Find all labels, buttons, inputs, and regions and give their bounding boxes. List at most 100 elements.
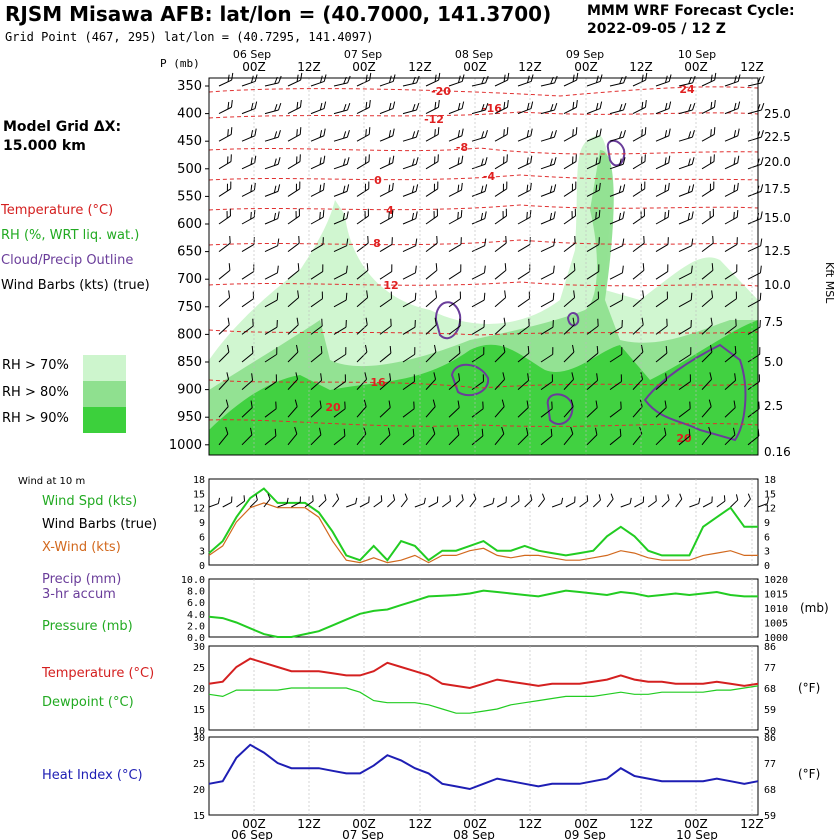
rh-legend-90: RH > 90% <box>2 411 69 426</box>
temperature-label: -8 <box>456 141 468 154</box>
wind-barb-feather <box>345 292 348 301</box>
wind-barb <box>724 318 737 335</box>
wind-barb-staff <box>333 82 348 87</box>
label-temperature: Temperature (°C) <box>42 666 155 681</box>
wind-barb-feather <box>277 211 280 219</box>
wind-barb <box>471 157 488 170</box>
wind-barb-staff <box>425 351 437 363</box>
wind-barb-feather <box>365 101 368 110</box>
wind-barb-10m <box>743 493 751 508</box>
wind-barb-feather <box>712 208 714 216</box>
wind-barb <box>747 211 763 225</box>
wind-barb-feather <box>367 208 369 216</box>
wind-barb-feather <box>251 345 254 354</box>
wind-barb-staff <box>494 133 508 142</box>
wind-barb <box>425 426 436 446</box>
wind-barb-staff <box>471 408 484 418</box>
wind-barb-staff <box>655 216 669 225</box>
wind-barb-staff <box>236 500 245 508</box>
wind-barb-feather <box>571 183 573 191</box>
wind-barb <box>425 181 439 197</box>
height-tick-label: 2.5 <box>764 399 783 413</box>
wind-barb-staff <box>609 190 624 197</box>
wind-barb-feather <box>231 72 234 81</box>
wind-barb-feather <box>570 399 574 407</box>
wind-barb <box>586 209 601 225</box>
wind-barb-feather <box>277 238 280 246</box>
wind-barb <box>425 372 437 390</box>
wind-barb-staff <box>632 242 645 252</box>
wind-barb-staff <box>287 79 301 87</box>
wind-barb-feather <box>529 209 532 218</box>
wind-barb <box>540 184 557 197</box>
wind-barb-feather <box>227 129 229 137</box>
wind-barb-10m <box>387 494 396 508</box>
wind-barb <box>333 102 351 115</box>
panel-left-tick: 20 <box>193 785 205 796</box>
wind-barb-feather <box>460 182 463 191</box>
wind-barb <box>586 318 599 335</box>
wind-barb-feather <box>391 182 394 191</box>
wind-barb-feather <box>459 318 461 327</box>
wind-barb-10m <box>400 493 408 508</box>
wind-barb-feather <box>526 75 530 83</box>
wind-barb-staff <box>333 435 346 446</box>
wind-barb <box>241 182 256 197</box>
wind-barb <box>563 154 577 170</box>
wind-barb <box>655 101 672 115</box>
bottom-date-label: 09 Sep <box>564 828 606 840</box>
wind-barb-feather <box>437 181 439 189</box>
wind-barb-staff <box>310 434 322 446</box>
wind-barb-feather <box>690 319 692 328</box>
wind-barb <box>241 291 254 308</box>
wind-barb-feather <box>526 184 529 192</box>
wind-barb-feather <box>530 101 534 109</box>
wind-barb-feather <box>336 493 340 500</box>
wind-barb <box>333 428 346 446</box>
wind-barb-feather <box>575 127 578 135</box>
wind-barb <box>494 72 510 87</box>
wind-barb-staff <box>218 324 230 335</box>
wind-barb-feather <box>299 181 301 189</box>
wind-barb-staff <box>494 79 508 87</box>
wind-barb-feather <box>689 401 691 409</box>
wind-barb-staff <box>563 297 575 308</box>
wind-barb-feather <box>312 495 314 502</box>
wind-barb-feather <box>622 184 626 192</box>
wind-barb-staff <box>563 215 576 225</box>
wind-barb <box>287 235 300 252</box>
wind-barb-feather <box>622 130 626 138</box>
wind-barb-feather <box>664 102 668 111</box>
wind-barb <box>448 291 461 308</box>
wind-barb <box>310 427 322 446</box>
wind-barb-staff <box>318 499 327 508</box>
wind-barb-feather <box>666 318 668 327</box>
wind-barb <box>517 318 530 335</box>
wind-barb-staff <box>356 133 370 142</box>
wind-barb-feather <box>457 75 461 83</box>
wind-barb-feather <box>321 318 323 327</box>
wind-barb <box>678 319 692 335</box>
wind-barb-feather <box>553 238 556 246</box>
wind-barb-staff <box>448 271 462 280</box>
wind-barb <box>333 265 348 280</box>
wind-barb <box>379 345 392 363</box>
wind-barb-feather <box>434 156 436 164</box>
pressure-tick-label: 600 <box>177 217 202 232</box>
wind-barb-feather <box>250 157 253 165</box>
wind-barb <box>586 74 603 87</box>
wind-barb-staff <box>678 218 693 225</box>
wind-barb-staff <box>387 499 395 508</box>
wind-barb-feather <box>227 101 230 110</box>
wind-barb <box>241 101 258 115</box>
wind-barb-staff <box>208 503 219 508</box>
wind-barb <box>678 157 695 170</box>
wind-barb-10m <box>647 495 657 508</box>
wind-barb-feather <box>644 181 646 189</box>
wind-barb <box>586 427 598 446</box>
wind-barb-staff <box>730 499 739 508</box>
wind-barb-feather <box>390 291 392 299</box>
wind-barb <box>517 237 531 253</box>
series-line-heat-index-c- <box>208 743 759 791</box>
wind-barb-10m <box>620 497 632 508</box>
